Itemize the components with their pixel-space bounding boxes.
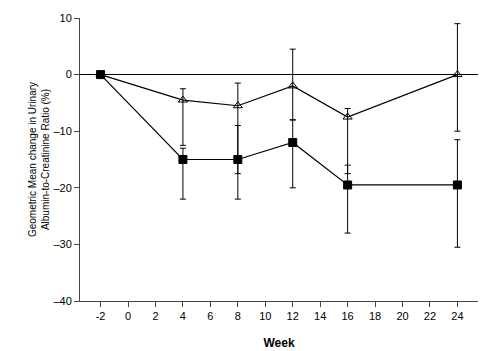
svg-text:2: 2 xyxy=(152,310,158,322)
svg-text:Geometric Mean change in Urina: Geometric Mean change in UrinaryAlbumin-… xyxy=(27,82,51,237)
svg-text:14: 14 xyxy=(314,310,326,322)
svg-text:–10: –10 xyxy=(53,125,71,137)
svg-text:–40: –40 xyxy=(53,295,71,307)
svg-text:6: 6 xyxy=(207,310,213,322)
svg-text:22: 22 xyxy=(424,310,436,322)
svg-text:0: 0 xyxy=(125,310,131,322)
svg-text:4: 4 xyxy=(180,310,186,322)
svg-text:0: 0 xyxy=(66,68,72,80)
svg-text:16: 16 xyxy=(341,310,353,322)
svg-text:–30: –30 xyxy=(53,238,71,250)
svg-text:10: 10 xyxy=(60,12,72,24)
svg-text:-2: -2 xyxy=(96,310,106,322)
svg-text:18: 18 xyxy=(369,310,381,322)
svg-text:Week: Week xyxy=(263,336,294,350)
svg-text:–20: –20 xyxy=(53,182,71,194)
svg-text:10: 10 xyxy=(259,310,271,322)
svg-text:20: 20 xyxy=(396,310,408,322)
svg-text:24: 24 xyxy=(451,310,463,322)
svg-text:12: 12 xyxy=(287,310,299,322)
svg-text:8: 8 xyxy=(235,310,241,322)
